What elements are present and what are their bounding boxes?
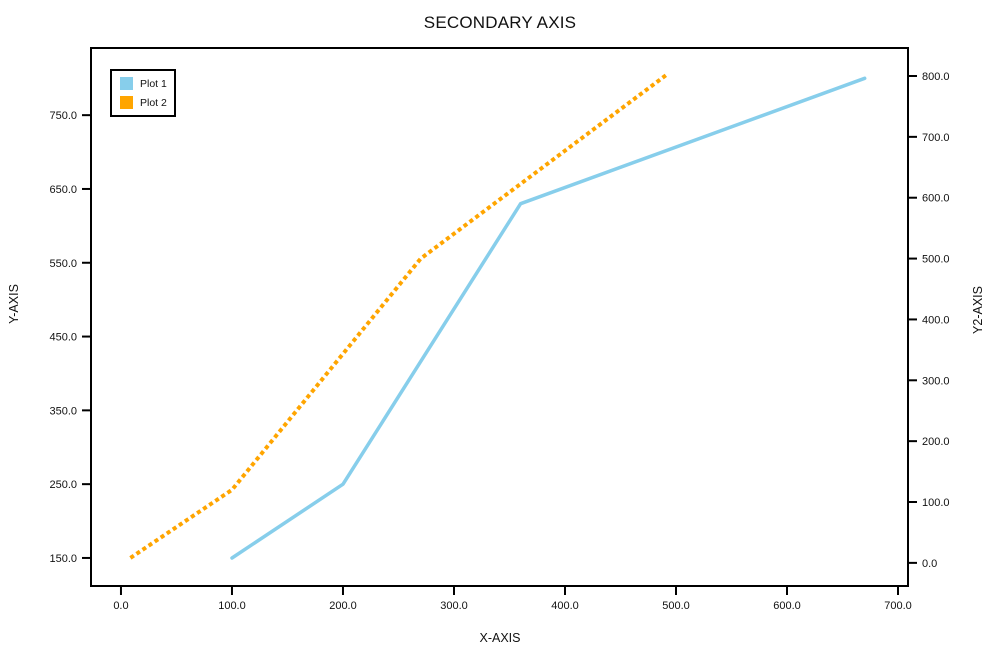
- x-tick-label: 100.0: [218, 600, 246, 612]
- y-axis-title: Y-AXIS: [7, 284, 21, 324]
- plot2-swatch-icon: [120, 96, 133, 109]
- y-tick-label: 750.0: [49, 110, 77, 122]
- chart-title: SECONDARY AXIS: [423, 13, 577, 32]
- legend-label-plot1: Plot 1: [140, 77, 167, 90]
- y2-tick-label: 100.0: [922, 497, 950, 509]
- y-tick-label: 650.0: [49, 184, 77, 196]
- x-tick-label: 200.0: [329, 600, 357, 612]
- x-tick-label: 0.0: [113, 600, 128, 612]
- y2-tick-label: 400.0: [922, 314, 950, 326]
- y2-tick-label: 700.0: [922, 132, 950, 144]
- y2-tick-label: 200.0: [922, 436, 950, 448]
- legend: Plot 1 Plot 2: [110, 69, 176, 117]
- series-line-2: [129, 73, 668, 560]
- x-tick-label: 700.0: [884, 600, 912, 612]
- series-line-1: [230, 76, 867, 560]
- legend-label-plot2: Plot 2: [140, 96, 167, 109]
- y-tick-label: 550.0: [49, 258, 77, 270]
- x-tick-label: 400.0: [551, 600, 579, 612]
- legend-item-plot1: Plot 1: [120, 77, 174, 90]
- x-tick-label: 500.0: [662, 600, 690, 612]
- y2-tick-label: 800.0: [922, 71, 950, 83]
- x-tick-label: 600.0: [773, 600, 801, 612]
- plot-frame: [90, 47, 909, 587]
- y-tick-label: 350.0: [49, 405, 77, 417]
- y2-tick-label: 500.0: [922, 254, 950, 266]
- y-tick-label: 450.0: [49, 332, 77, 344]
- x-axis-title: X-AXIS: [479, 631, 521, 645]
- legend-item-plot2: Plot 2: [120, 96, 174, 109]
- x-tick-label: 300.0: [440, 600, 468, 612]
- y2-tick-label: 300.0: [922, 375, 950, 387]
- plot1-swatch-icon: [120, 77, 133, 90]
- y2-tick-label: 600.0: [922, 193, 950, 205]
- y-tick-label: 250.0: [49, 479, 77, 491]
- y-tick-label: 150.0: [49, 553, 77, 565]
- y2-axis-title: Y2-AXIS: [971, 286, 985, 334]
- y2-tick-label: 0.0: [922, 558, 937, 570]
